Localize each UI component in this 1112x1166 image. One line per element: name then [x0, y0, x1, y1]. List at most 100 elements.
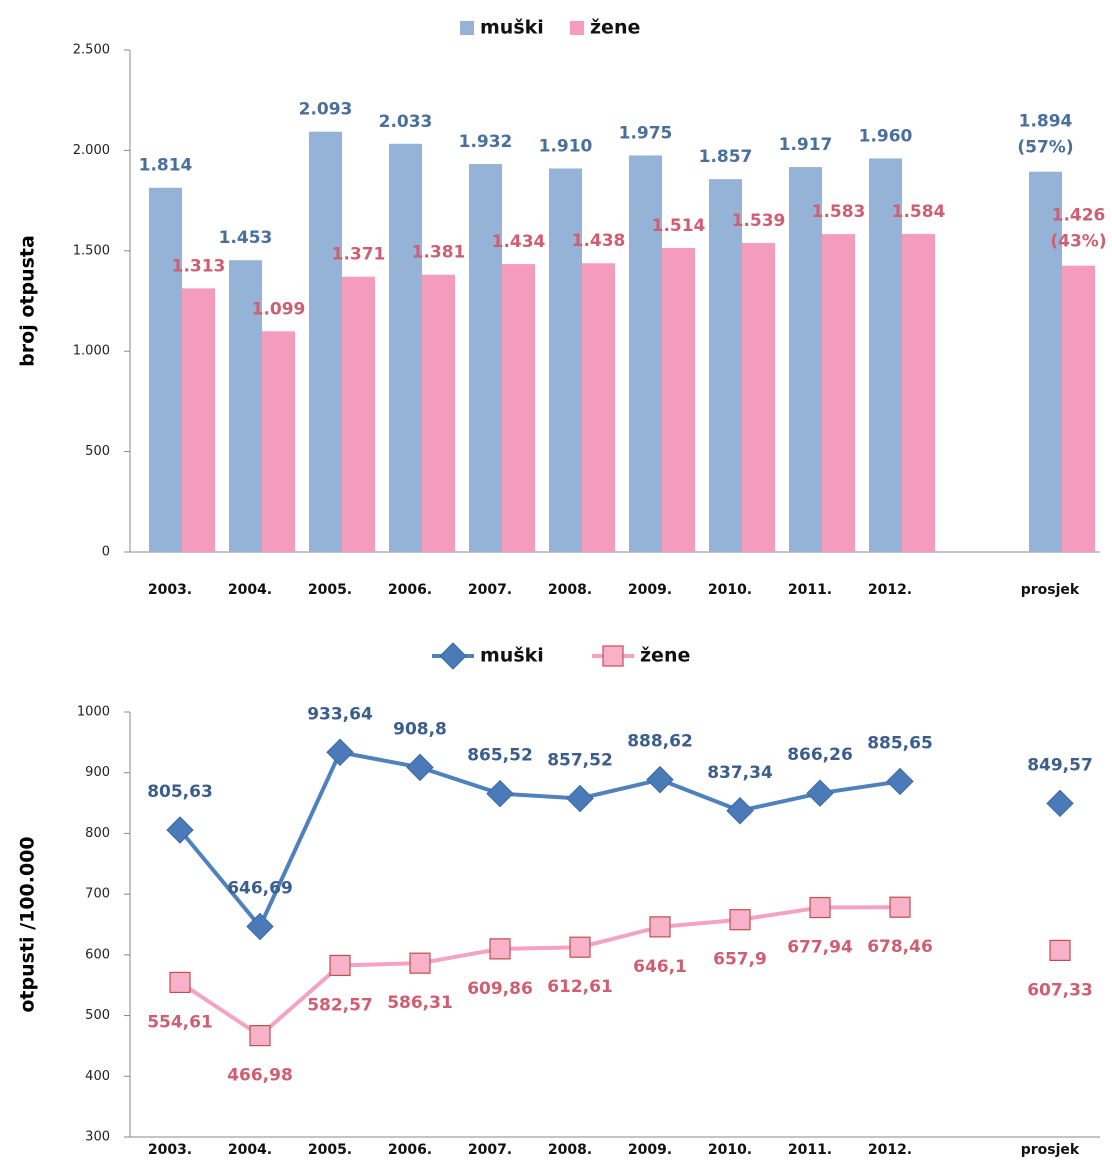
- bar: [629, 155, 662, 553]
- x-tick-label: 2010.: [708, 1142, 752, 1158]
- y-tick-label: 300: [85, 1130, 110, 1145]
- bar: [149, 187, 182, 553]
- marker: [726, 797, 754, 825]
- bar: [262, 331, 295, 552]
- y-tick-label: 900: [85, 765, 110, 780]
- y-tick-label: 1000: [77, 705, 110, 720]
- data-label: 805,63: [147, 782, 213, 802]
- legend-label: muški: [480, 645, 544, 667]
- share-label: (43%): [1050, 232, 1106, 252]
- data-label: 1.583: [812, 202, 866, 222]
- x-tick-label: 2008.: [548, 582, 592, 598]
- share-label: (57%): [1017, 138, 1073, 158]
- bar: [582, 263, 615, 552]
- bar: [709, 179, 742, 553]
- marker: [406, 753, 434, 782]
- x-tick-label: 2012.: [868, 1142, 912, 1158]
- data-label: 1.894: [1019, 112, 1073, 132]
- marker: [566, 784, 594, 813]
- x-tick-label: 2011.: [788, 1142, 832, 1158]
- bar: [469, 164, 502, 553]
- legend-label: žene: [640, 645, 690, 667]
- y-tick-label: 700: [85, 887, 110, 902]
- marker: [249, 1025, 271, 1047]
- marker: [329, 954, 351, 977]
- y-axis-label: otpusti /100.000: [17, 836, 39, 1012]
- x-tick-label: 2009.: [628, 1142, 672, 1158]
- data-label: 607,33: [1027, 980, 1093, 1000]
- series-line: [180, 752, 1060, 926]
- x-tick-label: 2007.: [468, 1142, 512, 1158]
- marker: [326, 738, 354, 766]
- marker: [729, 909, 751, 931]
- x-tick-label: 2005.: [308, 1142, 352, 1158]
- bar: [342, 276, 375, 552]
- data-label: 1.434: [492, 232, 546, 252]
- data-label: 677,94: [787, 938, 853, 958]
- data-label: 612,61: [547, 977, 613, 997]
- bar: [502, 264, 535, 552]
- y-tick-label: 2.000: [73, 143, 110, 158]
- marker: [649, 916, 671, 938]
- bar: [182, 288, 215, 552]
- data-label: 933,64: [307, 704, 373, 724]
- data-label: 586,31: [387, 993, 453, 1013]
- bar: [549, 168, 582, 553]
- bar: [389, 143, 422, 552]
- x-tick-label: 2009.: [628, 582, 672, 598]
- y-tick-label: 500: [85, 1008, 110, 1023]
- marker: [246, 912, 274, 941]
- marker: [166, 816, 194, 844]
- data-label: 1.099: [252, 299, 306, 319]
- x-tick-label: 2006.: [388, 1142, 432, 1158]
- x-tick-label: 2004.: [228, 1142, 272, 1158]
- data-label: 2.033: [379, 112, 433, 132]
- marker: [809, 896, 831, 919]
- data-label: 865,52: [467, 746, 533, 766]
- data-label: 1.975: [619, 123, 673, 143]
- x-tick-label: 2003.: [148, 1142, 192, 1158]
- data-label: 646,69: [227, 879, 293, 899]
- y-tick-label: 1.500: [73, 243, 110, 258]
- y-tick-label: 600: [85, 947, 110, 962]
- data-label: 1.381: [412, 243, 466, 263]
- marker: [409, 952, 431, 974]
- bar: [1029, 171, 1062, 552]
- marker: [886, 767, 914, 796]
- x-tick-label: 2008.: [548, 1142, 592, 1158]
- legend-label: žene: [590, 17, 640, 39]
- data-label: 1.453: [219, 228, 273, 248]
- data-label: 908,8: [393, 719, 447, 739]
- data-label: 849,57: [1027, 755, 1093, 775]
- data-label: 888,62: [627, 732, 693, 752]
- marker: [169, 971, 191, 994]
- marker: [889, 896, 911, 918]
- data-label: 1.932: [459, 132, 513, 152]
- legend-label: muški: [480, 17, 544, 39]
- data-label: 1.857: [699, 147, 753, 167]
- marker: [1049, 939, 1071, 962]
- y-tick-label: 2.500: [73, 43, 110, 58]
- data-label: 1.910: [539, 136, 593, 156]
- marker: [489, 938, 511, 960]
- bar: [229, 260, 262, 552]
- data-label: 1.514: [652, 216, 706, 236]
- data-label: 1.960: [859, 126, 913, 146]
- data-label: 657,9: [713, 950, 767, 970]
- y-tick-label: 500: [85, 444, 110, 459]
- data-label: 1.371: [332, 245, 386, 265]
- x-tick-label: 2007.: [468, 582, 512, 598]
- data-label: 1.584: [892, 202, 946, 222]
- x-tick-label: 2012.: [868, 582, 912, 598]
- data-label: 582,57: [307, 995, 373, 1015]
- data-label: 466,98: [227, 1066, 293, 1086]
- data-label: 1.917: [779, 135, 833, 155]
- x-tick-label: 2010.: [708, 582, 752, 598]
- bar: [422, 274, 455, 552]
- data-label: 857,52: [547, 751, 613, 771]
- bar: [789, 167, 822, 552]
- bar: [822, 234, 855, 552]
- y-tick-label: 0: [102, 545, 110, 560]
- marker: [486, 779, 514, 808]
